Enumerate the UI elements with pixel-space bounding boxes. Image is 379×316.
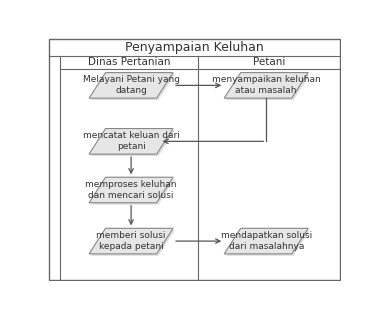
Text: Penyampaian Keluhan: Penyampaian Keluhan — [125, 41, 264, 54]
FancyBboxPatch shape — [49, 39, 340, 280]
Polygon shape — [89, 129, 173, 154]
Text: Dinas Pertanian: Dinas Pertanian — [88, 58, 170, 68]
Polygon shape — [89, 228, 173, 254]
Text: memproses keluhan
dan mencari solusi: memproses keluhan dan mencari solusi — [85, 180, 177, 200]
Polygon shape — [89, 73, 173, 98]
Polygon shape — [226, 75, 310, 100]
Polygon shape — [226, 230, 310, 256]
Polygon shape — [224, 73, 308, 98]
Text: menyampaikan keluhan
atau masalah: menyampaikan keluhan atau masalah — [212, 75, 321, 95]
Polygon shape — [224, 228, 308, 254]
Polygon shape — [91, 179, 175, 205]
Polygon shape — [91, 75, 175, 100]
Text: Petani: Petani — [253, 58, 285, 68]
Polygon shape — [89, 177, 173, 203]
Polygon shape — [91, 131, 175, 156]
Text: memberi solusi
kepada petani: memberi solusi kepada petani — [96, 231, 166, 251]
Text: mencatat keluan dari
petani: mencatat keluan dari petani — [83, 131, 180, 151]
Text: Melayani Petani yang
datang: Melayani Petani yang datang — [83, 75, 180, 95]
Text: mendapatkan solusi
dari masalahnya: mendapatkan solusi dari masalahnya — [221, 231, 312, 251]
Polygon shape — [91, 230, 175, 256]
